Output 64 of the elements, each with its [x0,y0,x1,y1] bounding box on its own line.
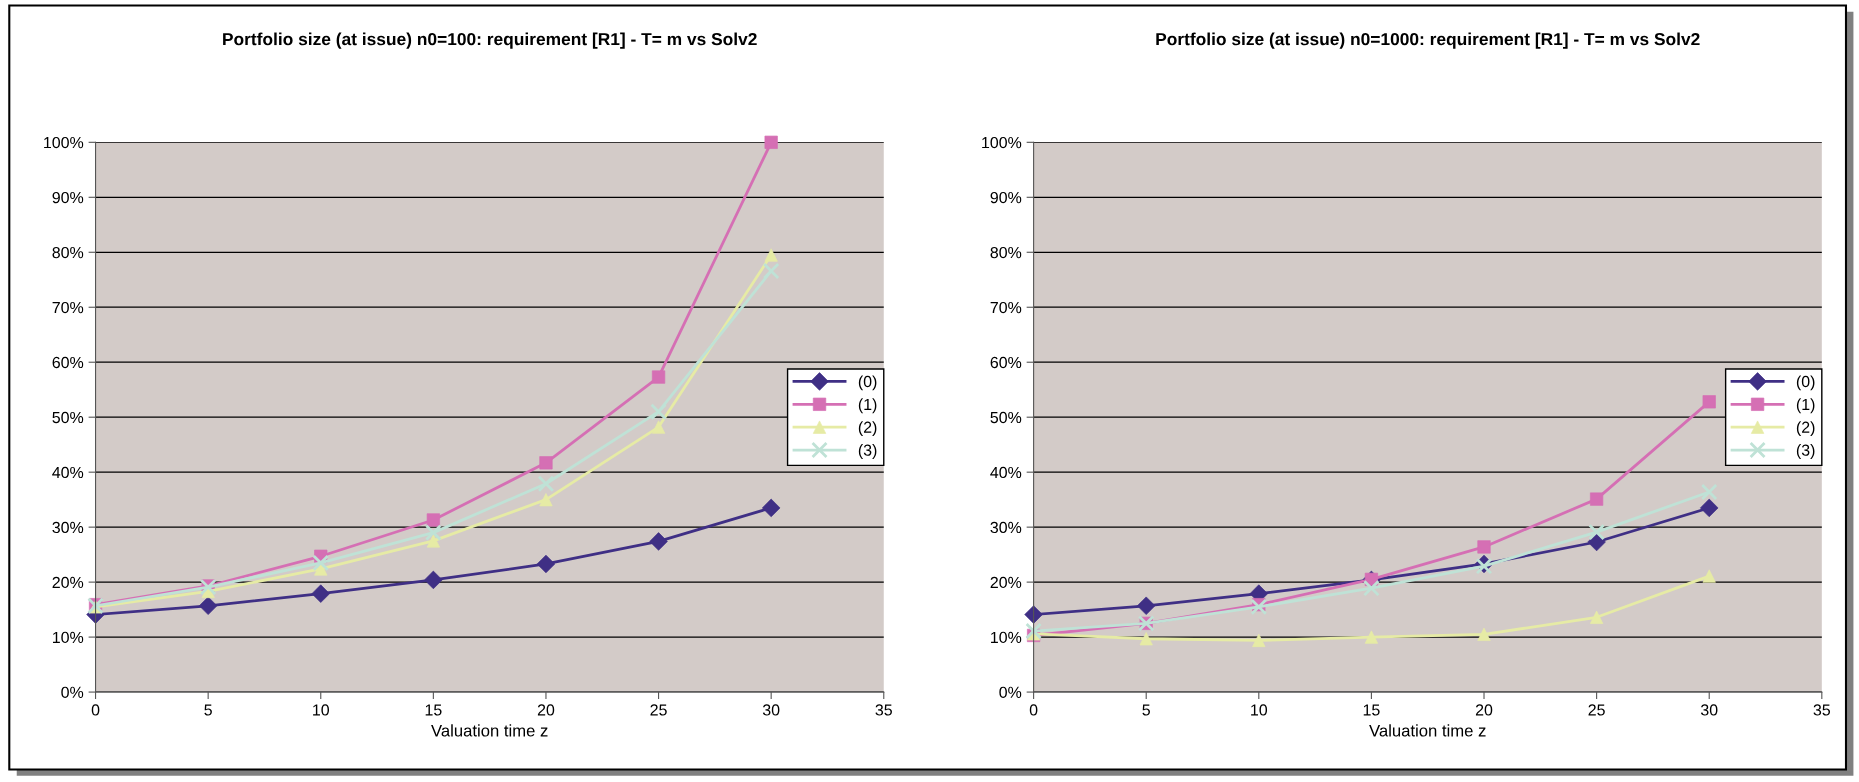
x-tick-label: 25 [650,704,667,716]
y-tick-label: 90% [52,191,84,204]
y-tick-label: 60% [990,356,1022,369]
y-tick-label: 50% [990,411,1022,424]
y-tick-label: 40% [990,466,1022,479]
point [1025,622,1042,640]
x-tick-label: 25 [1588,704,1605,716]
legend-label: (1) [1796,398,1815,414]
point [762,262,780,280]
y-tick-label: 100% [44,136,84,149]
legend-label: (2) [858,421,877,437]
x-tick-label: 35 [1813,704,1831,716]
x-tick-label: 5 [1142,704,1150,716]
y-tick-label: 40% [52,466,84,479]
y-tick-label: 30% [52,521,84,534]
y-tick-label: 80% [52,246,84,259]
chart-title: Portfolio size (at issue) n0=1000: requirement [R1] - T= m vs Solv2 [1156,32,1700,49]
legend-label: (0) [858,375,877,391]
y-tick-label: 20% [52,576,84,589]
y-tick-label: 50% [52,411,84,424]
y-tick-label: 80% [990,246,1022,259]
x-tick-label: 30 [1700,704,1718,716]
x-axis-title: Valuation time z [1369,724,1486,737]
legend-label: (2) [1796,421,1815,437]
x-tick-label: 15 [1363,704,1380,716]
y-tick-label: 10% [53,631,84,644]
x-tick-label: 10 [313,704,330,716]
x-tick-label: 15 [425,704,442,716]
chart-title: Portfolio size (at issue) n0=100: requirement [R1] - T= m vs Solv2 [223,32,757,49]
point [1477,627,1491,641]
legend-label: (1) [858,398,877,414]
x-tick-label: 20 [537,704,555,716]
x-tick-label: 5 [204,704,212,716]
point [1250,598,1268,616]
y-tick-label: 0% [61,686,84,699]
y-tick-label: 100% [982,136,1022,149]
point [425,524,442,541]
x-tick-label: 0 [91,704,100,716]
point [1590,610,1604,624]
x-axis-title: Valuation time z [431,724,548,737]
legend-label: (3) [1796,444,1815,459]
x-tick-label: 30 [762,704,780,716]
x-tick-label: 35 [875,704,892,716]
x-tick-label: 20 [1475,704,1493,716]
y-tick-label: 70% [52,301,84,314]
y-tick-label: 70% [990,301,1022,314]
y-tick-label: 60% [52,356,84,369]
legend-label: (0) [1796,375,1815,391]
point [537,475,555,493]
legend-label: (3) [858,444,877,459]
point [539,493,553,507]
y-tick-label: 10% [991,631,1022,644]
x-tick-label: 0 [1029,704,1038,716]
y-tick-label: 90% [990,191,1022,204]
point [1588,523,1605,541]
point [1363,579,1380,597]
point [424,570,443,590]
point [650,403,667,421]
y-tick-label: 0% [999,686,1022,699]
x-tick-label: 10 [1251,704,1268,716]
point [312,554,330,572]
point [1700,483,1718,501]
y-tick-label: 30% [990,521,1022,534]
y-tick-label: 20% [990,576,1022,589]
